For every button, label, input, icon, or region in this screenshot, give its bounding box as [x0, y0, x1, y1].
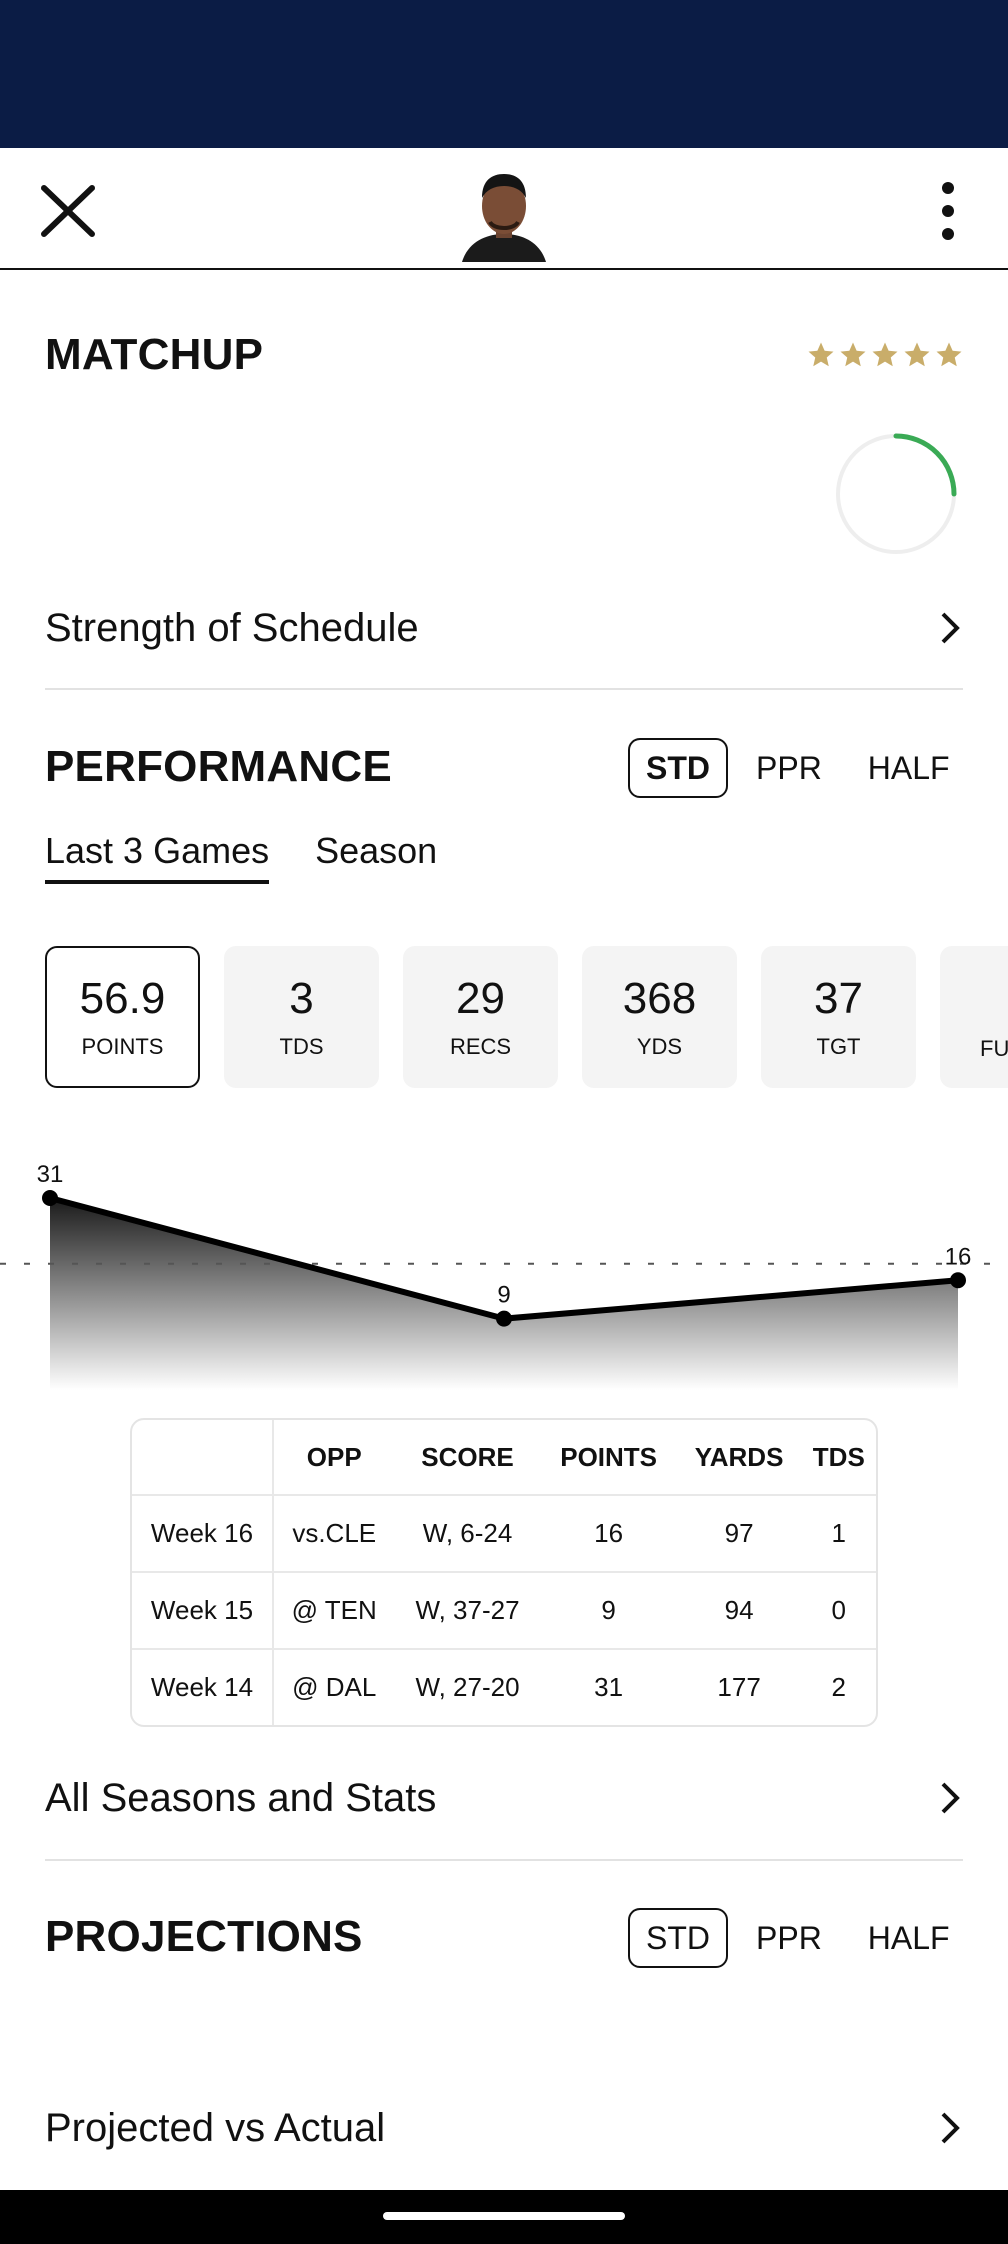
table-cell: vs.CLE [273, 1494, 395, 1572]
divider [45, 1859, 963, 1861]
stat-value: 3 [289, 974, 314, 1023]
table-row: Week 14 @ DAL W, 27-20 31 177 2 [132, 1648, 876, 1725]
chart-point[interactable] [950, 1272, 966, 1289]
avatar [458, 170, 550, 262]
scoring-ppr-button[interactable]: PPR [756, 1919, 822, 1956]
stat-card-tds[interactable]: 3 TDS [224, 946, 379, 1088]
chart-data-label: 9 [497, 1282, 510, 1309]
column-header [132, 1420, 274, 1495]
performance-chart: 31 9 16 [0, 1161, 1008, 1390]
close-button[interactable] [30, 176, 106, 246]
table-cell: 177 [676, 1648, 802, 1725]
chart-data-label: 31 [37, 1161, 64, 1188]
table-header-row: OPP SCORE POINTS YARDS TDS [132, 1420, 876, 1495]
table-cell: W, 27-20 [394, 1648, 541, 1725]
star-icon [840, 342, 866, 367]
chart-data-label: 16 [945, 1243, 972, 1270]
loading-spinner-icon [836, 433, 957, 554]
stat-label: FU [980, 1036, 1008, 1061]
tab-last-3-games[interactable]: Last 3 Games [45, 830, 270, 884]
projected-vs-actual-link[interactable]: Projected vs Actual [45, 2100, 963, 2156]
stat-cards: 56.9 POINTS 3 TDS 29 RECS 368 YDS 37 TGT… [45, 946, 1008, 1088]
table-cell: @ TEN [273, 1571, 395, 1649]
column-header: YARDS [694, 1441, 784, 1472]
games-table: OPP SCORE POINTS YARDS TDS Week 16 vs.CL… [130, 1418, 878, 1727]
stat-card-recs[interactable]: 29 RECS [403, 946, 558, 1088]
stat-value: 37 [814, 974, 863, 1023]
table-row: Week 16 vs.CLE W, 6-24 16 97 1 [132, 1494, 876, 1572]
performance-title: PERFORMANCE [45, 742, 392, 791]
divider [45, 688, 963, 690]
projected-vs-actual-label: Projected vs Actual [45, 2105, 386, 2150]
projections-scoring-toggle: STD PPR HALF [628, 1908, 968, 1968]
scoring-std-button[interactable]: STD [628, 738, 728, 798]
table-cell: 2 [801, 1648, 876, 1725]
chevron-right-icon [941, 612, 960, 644]
star-icon [872, 342, 898, 367]
table-cell: 1 [801, 1494, 876, 1572]
stat-value: 368 [622, 974, 697, 1023]
stat-card-fumbles[interactable]: FU [940, 946, 1008, 1088]
star-icon [904, 342, 930, 367]
stat-value: 56.9 [79, 974, 166, 1023]
more-options-button[interactable] [924, 176, 972, 246]
table-cell: 31 [540, 1648, 677, 1725]
star-icon [936, 342, 962, 367]
table-cell: W, 6-24 [394, 1494, 541, 1572]
column-header: TDS [812, 1441, 865, 1472]
projections-title: PROJECTIONS [45, 1912, 363, 1961]
close-icon [41, 185, 95, 237]
table-cell: Week 14 [132, 1648, 274, 1725]
scoring-half-button[interactable]: HALF [867, 1919, 950, 1956]
stat-label: RECS [449, 1034, 512, 1059]
matchup-title: MATCHUP [45, 330, 264, 379]
table-cell: 97 [676, 1494, 802, 1572]
strength-of-schedule-label: Strength of Schedule [45, 605, 419, 650]
stat-label: TGT [816, 1034, 861, 1059]
stat-label: TDS [279, 1034, 324, 1059]
tab-season[interactable]: Season [315, 830, 438, 871]
scoring-std-button[interactable]: STD [628, 1908, 728, 1968]
home-gesture-handle[interactable] [383, 2212, 625, 2220]
table-cell: 16 [540, 1494, 677, 1572]
column-header: POINTS [560, 1441, 658, 1472]
table-cell: Week 16 [132, 1494, 274, 1572]
chart-point[interactable] [496, 1310, 512, 1327]
stat-value: 29 [456, 974, 505, 1023]
chevron-right-icon [941, 2112, 960, 2144]
stat-label: YDS [636, 1034, 683, 1059]
table-cell: 9 [540, 1571, 677, 1649]
strength-of-schedule-link[interactable]: Strength of Schedule [45, 600, 963, 656]
performance-tabs: Last 3 Games Season [45, 830, 437, 884]
all-seasons-link[interactable]: All Seasons and Stats [45, 1770, 963, 1826]
table-cell: 94 [676, 1571, 802, 1649]
scoring-half-button[interactable]: HALF [867, 749, 950, 786]
table-row: Week 15 @ TEN W, 37-27 9 94 0 [132, 1571, 876, 1649]
stat-card-points[interactable]: 56.9 POINTS [45, 946, 200, 1088]
performance-scoring-toggle: STD PPR HALF [628, 738, 968, 798]
scoring-ppr-button[interactable]: PPR [756, 749, 822, 786]
stat-card-yds[interactable]: 368 YDS [582, 946, 737, 1088]
column-header: OPP [306, 1441, 362, 1472]
more-vertical-icon [942, 182, 954, 240]
table-cell: Week 15 [132, 1571, 274, 1649]
chevron-right-icon [941, 1782, 960, 1814]
status-bar [0, 0, 1008, 148]
stat-card-tgt[interactable]: 37 TGT [761, 946, 916, 1088]
table-cell: W, 37-27 [394, 1571, 541, 1649]
chart-point[interactable] [42, 1190, 58, 1206]
table-cell: 0 [801, 1571, 876, 1649]
chart-area [50, 1198, 958, 1390]
stat-label: POINTS [81, 1034, 164, 1059]
all-seasons-label: All Seasons and Stats [45, 1775, 437, 1820]
column-header: SCORE [421, 1441, 514, 1472]
matchup-rating [806, 340, 966, 374]
table-cell: @ DAL [273, 1648, 395, 1725]
star-icon [808, 342, 834, 367]
